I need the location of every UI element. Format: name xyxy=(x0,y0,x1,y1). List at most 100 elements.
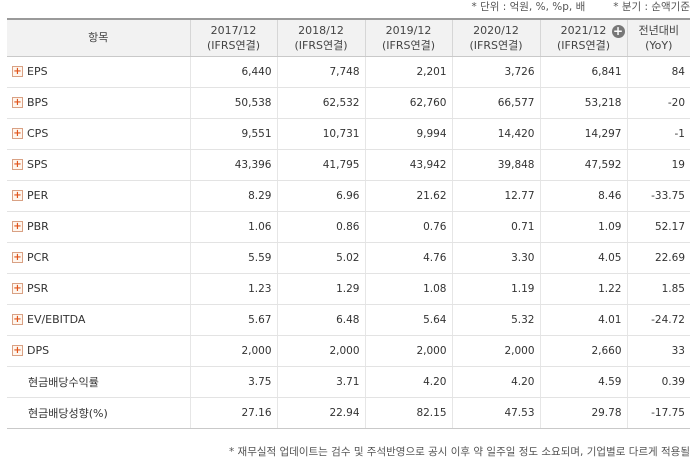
yoy-cell: -17.75 xyxy=(626,397,690,429)
row-label-cell: 현금배당수익률 xyxy=(7,366,190,398)
plus-box-icon[interactable]: + xyxy=(12,345,23,356)
value-cell: 14,420 xyxy=(451,118,540,150)
header-col-2017: 2017/12 (IFRS연결) xyxy=(189,18,277,57)
value-cell: 47,592 xyxy=(539,149,627,181)
table-row: + PBR 1.06 0.86 0.76 0.71 1.09 52.17 xyxy=(7,211,690,243)
value-cell: 0.76 xyxy=(364,211,452,243)
value-cell: 2,000 xyxy=(276,335,365,367)
table-notes: * 단위 : 억원, %, %p, 배 * 분기 : 순액기준 xyxy=(471,0,690,18)
header-col-2020: 2020/12 (IFRS연결) xyxy=(451,18,540,57)
value-cell: 6.48 xyxy=(276,304,365,336)
row-label-cell[interactable]: + PSR xyxy=(7,273,190,305)
yoy-cell: -24.72 xyxy=(626,304,690,336)
yoy-cell: 0.39 xyxy=(626,366,690,398)
value-cell: 7,748 xyxy=(276,56,365,88)
yoy-cell: -20 xyxy=(626,87,690,119)
value-cell: 3.71 xyxy=(276,366,365,398)
row-label-cell[interactable]: + DPS xyxy=(7,335,190,367)
plus-box-icon[interactable]: + xyxy=(12,221,23,232)
value-cell: 6,440 xyxy=(189,56,277,88)
value-cell: 5.32 xyxy=(451,304,540,336)
value-cell: 39,848 xyxy=(451,149,540,181)
value-cell: 6.96 xyxy=(276,180,365,212)
value-cell: 5.59 xyxy=(189,242,277,274)
value-cell: 62,760 xyxy=(364,87,452,119)
value-cell: 5.67 xyxy=(189,304,277,336)
circle-plus-icon[interactable]: + xyxy=(611,24,625,38)
table-row: 현금배당성향(%) 27.16 22.94 82.15 47.53 29.78 -17.75 xyxy=(7,397,690,429)
value-cell: 8.29 xyxy=(189,180,277,212)
value-cell: 29.78 xyxy=(539,397,627,429)
value-cell: 2,000 xyxy=(364,335,452,367)
row-label: PBR xyxy=(27,220,49,233)
value-cell: 1.09 xyxy=(539,211,627,243)
value-cell: 27.16 xyxy=(189,397,277,429)
value-cell: 3,726 xyxy=(451,56,540,88)
plus-box-icon[interactable]: + xyxy=(12,252,23,263)
value-cell: 4.05 xyxy=(539,242,627,274)
row-label-cell[interactable]: + SPS xyxy=(7,149,190,181)
row-label: 현금배당성향(%) xyxy=(28,406,108,420)
plus-box-icon[interactable]: + xyxy=(12,314,23,325)
header-yoy: 전년대비 (YoY) xyxy=(626,18,690,57)
value-cell: 66,577 xyxy=(451,87,540,119)
table-row: + DPS 2,000 2,000 2,000 2,000 2,660 33 xyxy=(7,335,690,367)
yoy-cell: -1 xyxy=(626,118,690,150)
row-label-cell[interactable]: + PBR xyxy=(7,211,190,243)
header-col-2021: 2021/12 (IFRS연결) + xyxy=(539,18,627,57)
row-label: CPS xyxy=(27,127,49,140)
value-cell: 12.77 xyxy=(451,180,540,212)
row-label: PCR xyxy=(27,251,49,264)
value-cell: 53,218 xyxy=(539,87,627,119)
row-label-cell[interactable]: + EV/EBITDA xyxy=(7,304,190,336)
value-cell: 14,297 xyxy=(539,118,627,150)
value-cell: 1.29 xyxy=(276,273,365,305)
yoy-cell: 1.85 xyxy=(626,273,690,305)
value-cell: 6,841 xyxy=(539,56,627,88)
value-cell: 1.08 xyxy=(364,273,452,305)
row-label: PSR xyxy=(27,282,49,295)
value-cell: 62,532 xyxy=(276,87,365,119)
value-cell: 1.19 xyxy=(451,273,540,305)
unit-note: * 단위 : 억원, %, %p, 배 xyxy=(471,1,586,13)
financial-ratio-table: 항목 2017/12 (IFRS연결) 2018/12 (IFRS연결) 2019/… xyxy=(7,18,690,429)
row-label-cell[interactable]: + PCR xyxy=(7,242,190,274)
plus-box-icon[interactable]: + xyxy=(12,190,23,201)
value-cell: 9,994 xyxy=(364,118,452,150)
value-cell: 9,551 xyxy=(189,118,277,150)
table-row: + BPS 50,538 62,532 62,760 66,577 53,218 -20 xyxy=(7,87,690,119)
row-label-cell[interactable]: + PER xyxy=(7,180,190,212)
row-label: 현금배당수익률 xyxy=(28,375,99,389)
row-label: SPS xyxy=(27,158,48,171)
plus-box-icon[interactable]: + xyxy=(12,66,23,77)
value-cell: 5.64 xyxy=(364,304,452,336)
yoy-cell: 22.69 xyxy=(626,242,690,274)
row-label-cell: 현금배당성향(%) xyxy=(7,397,190,429)
table-row: 현금배당수익률 3.75 3.71 4.20 4.20 4.59 0.39 xyxy=(7,366,690,398)
row-label: EV/EBITDA xyxy=(27,313,86,326)
value-cell: 82.15 xyxy=(364,397,452,429)
value-cell: 21.62 xyxy=(364,180,452,212)
footnote: * 재무실적 업데이트는 검수 및 주석반영으로 공시 이후 약 일주일 정도 … xyxy=(228,446,690,458)
plus-box-icon[interactable]: + xyxy=(12,283,23,294)
plus-box-icon[interactable]: + xyxy=(12,159,23,170)
value-cell: 4.01 xyxy=(539,304,627,336)
value-cell: 2,660 xyxy=(539,335,627,367)
row-label-cell[interactable]: + EPS xyxy=(7,56,190,88)
value-cell: 43,942 xyxy=(364,149,452,181)
plus-box-icon[interactable]: + xyxy=(12,97,23,108)
header-col-2019: 2019/12 (IFRS연결) xyxy=(364,18,452,57)
value-cell: 3.30 xyxy=(451,242,540,274)
row-label-cell[interactable]: + BPS xyxy=(7,87,190,119)
value-cell: 4.76 xyxy=(364,242,452,274)
value-cell: 0.71 xyxy=(451,211,540,243)
table-row: + PSR 1.23 1.29 1.08 1.19 1.22 1.85 xyxy=(7,273,690,305)
value-cell: 4.20 xyxy=(364,366,452,398)
row-label-cell[interactable]: + CPS xyxy=(7,118,190,150)
value-cell: 47.53 xyxy=(451,397,540,429)
value-cell: 22.94 xyxy=(276,397,365,429)
plus-box-icon[interactable]: + xyxy=(12,128,23,139)
value-cell: 2,000 xyxy=(451,335,540,367)
value-cell: 50,538 xyxy=(189,87,277,119)
header-col-2018: 2018/12 (IFRS연결) xyxy=(276,18,365,57)
